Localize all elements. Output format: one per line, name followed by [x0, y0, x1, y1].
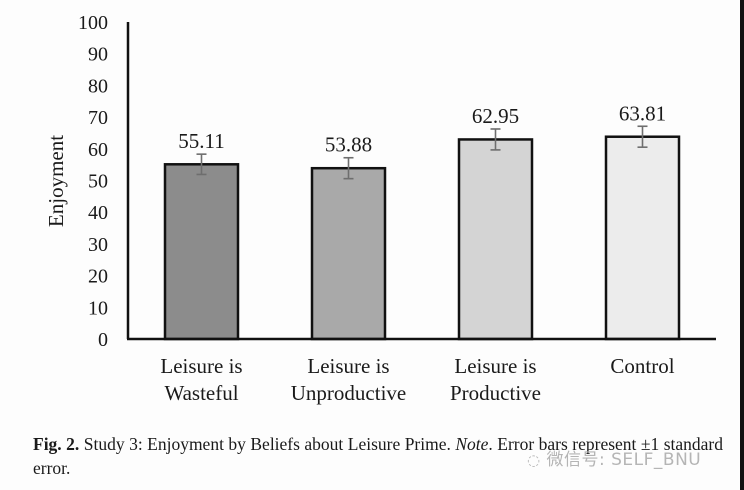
caption-text-2: . Error bars represent ±1 standard error…	[33, 434, 723, 478]
bar	[604, 135, 681, 341]
watermark-text: 微信号: SELF_BNU	[546, 450, 702, 470]
x-axis-labels: Leisure is Wasteful Leisure is Unproductive…	[160, 354, 674, 405]
data-label: 55.11	[178, 129, 224, 153]
y-tick-label: 0	[98, 329, 108, 351]
data-label: 62.95	[472, 104, 519, 128]
y-tick-label: 70	[88, 107, 108, 129]
x-tick-label: Wasteful	[164, 381, 238, 405]
bar-chart: 0 10 20 30 40 50 60 70 80 90 100 Enjoyment 55.11 53…	[44, 12, 716, 405]
x-tick-label: Unproductive	[291, 381, 406, 405]
y-tick-label: 50	[88, 171, 108, 193]
x-tick-label: Leisure is	[454, 354, 536, 378]
y-tick-label: 20	[88, 266, 108, 288]
data-label: 63.81	[619, 101, 666, 125]
figure-caption: Fig. 2. Study 3: Enjoyment by Beliefs ab…	[33, 432, 723, 480]
note-label: Note	[455, 434, 489, 454]
y-tick-label: 60	[88, 139, 108, 161]
y-axis-label: Enjoyment	[44, 135, 68, 227]
data-label: 53.88	[325, 133, 372, 157]
caption-text: Study 3: Enjoyment by Beliefs about Leis…	[79, 434, 456, 454]
y-tick-label: 10	[88, 297, 108, 319]
y-axis-ticks: 0 10 20 30 40 50 60 70 80 90 100	[78, 12, 108, 351]
x-tick-label: Leisure is	[307, 354, 389, 378]
wechat-icon: ◌	[527, 451, 541, 469]
x-tick-label: Leisure is	[160, 354, 242, 378]
y-tick-label: 40	[88, 202, 108, 224]
y-tick-label: 100	[78, 12, 108, 34]
right-edge-border	[740, 0, 744, 490]
y-tick-label: 80	[88, 75, 108, 97]
bar	[457, 138, 534, 341]
bar	[163, 163, 240, 341]
x-tick-label: Productive	[450, 381, 541, 405]
y-tick-label: 90	[88, 44, 108, 66]
watermark: ◌ 微信号: SELF_BNU	[527, 445, 701, 470]
y-tick-label: 30	[88, 234, 108, 256]
fig-label: Fig. 2.	[33, 434, 80, 454]
bar	[310, 166, 387, 341]
bars: 55.11 53.88 62.95 63.81	[163, 101, 681, 341]
x-tick-label: Control	[610, 354, 674, 378]
